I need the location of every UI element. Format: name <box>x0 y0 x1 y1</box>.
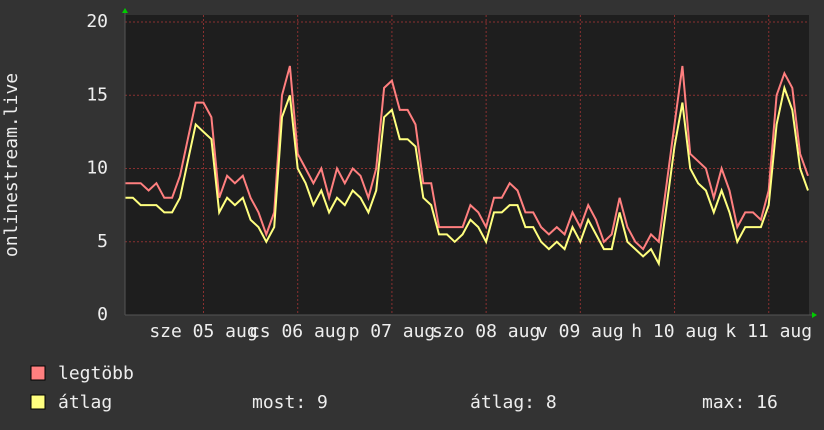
legend-label: legtöbb <box>58 363 134 384</box>
y-tick-label: 20 <box>86 11 108 32</box>
axis-arrow <box>812 312 817 318</box>
legend-label: átlag <box>58 392 112 413</box>
y-tick-label: 15 <box>86 84 108 105</box>
plot-area <box>125 15 809 315</box>
stat: átlag: 8 <box>470 392 557 413</box>
x-tick-label: v 09 aug <box>537 321 624 342</box>
legend-swatch <box>30 394 46 410</box>
legend-swatch <box>30 365 46 381</box>
x-tick-label: h 10 aug <box>631 321 718 342</box>
stat: max: 16 <box>702 392 778 413</box>
x-tick-label: cs 06 aug <box>249 321 347 342</box>
y-tick-label: 5 <box>97 231 108 252</box>
series-line <box>125 65 809 251</box>
x-tick-label: szo 08 aug <box>432 321 540 342</box>
y-tick-label: 10 <box>86 158 108 179</box>
x-tick-label: k 11 aug <box>725 321 812 342</box>
stat: most: 9 <box>252 392 328 413</box>
x-tick-label: p 07 aug <box>349 321 436 342</box>
axis-arrow <box>122 8 128 13</box>
y-tick-label: 0 <box>97 304 108 325</box>
series-line <box>125 84 809 267</box>
y-axis-label: onlinestream.live <box>1 73 22 257</box>
x-tick-label: sze 05 aug <box>149 321 257 342</box>
